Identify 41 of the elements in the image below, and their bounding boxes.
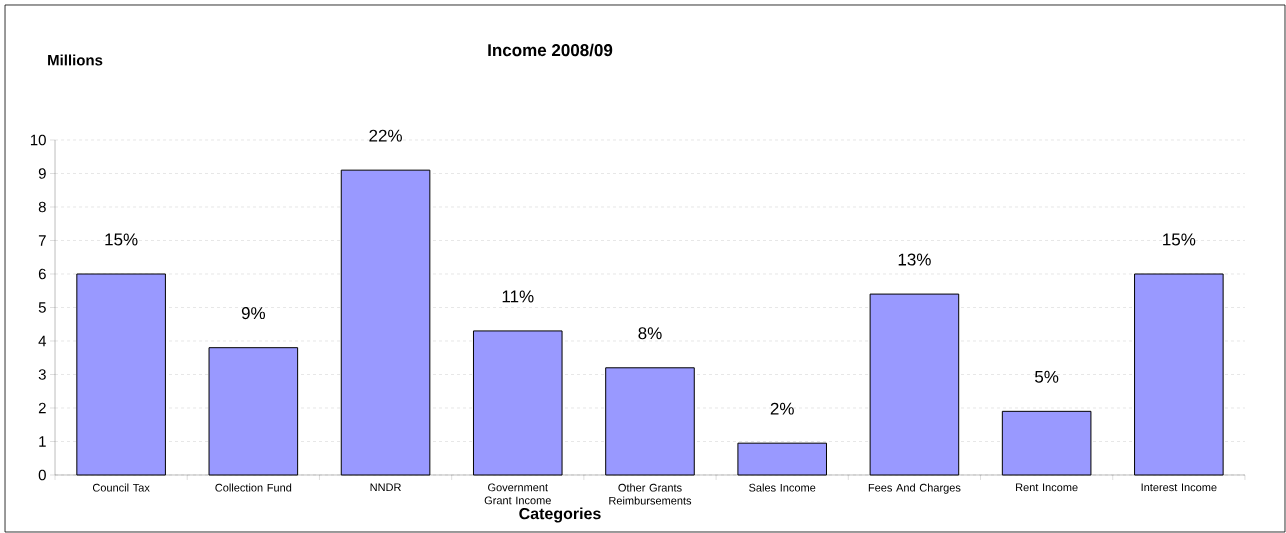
x-tick-label: Council Tax: [92, 483, 150, 492]
bar: [76, 273, 166, 476]
annotation: 5%: [1035, 370, 1059, 383]
x-tick-label: Fees And Charges: [868, 483, 961, 494]
annotation: 2%: [770, 402, 794, 415]
bar: [1134, 273, 1224, 476]
annotation: 15%: [1163, 233, 1196, 246]
y-tick-label: 1: [39, 436, 46, 447]
annotation: 11%: [502, 290, 534, 303]
y-axis-title: Millions: [48, 54, 103, 66]
y-tick-label: 8: [38, 201, 46, 213]
x-tick-label: NNDR: [370, 483, 401, 492]
x-tick-label: Collection Fund: [215, 483, 292, 492]
annotation: 15%: [105, 233, 138, 246]
bar: [737, 442, 827, 476]
y-tick-label: 7: [38, 235, 46, 246]
chart-title: Income 2008/09: [488, 43, 613, 57]
y-tick-label: 2: [38, 402, 46, 414]
bar: [340, 169, 431, 476]
y-tick-label: 6: [38, 268, 46, 280]
y-tick-label: 0: [38, 469, 46, 481]
annotation: 22%: [369, 129, 402, 142]
x-tick-label: Government Grant Income: [484, 483, 551, 505]
bar: [869, 293, 960, 476]
bar: [1001, 410, 1092, 476]
y-tick-label: 4: [38, 335, 47, 347]
bar: [472, 330, 563, 476]
x-tick-label: Rent Income: [1016, 483, 1078, 492]
annotation: 8%: [638, 327, 662, 340]
x-axis-title: Categories: [519, 507, 601, 523]
annotation: 9%: [241, 307, 266, 320]
bar: [208, 347, 299, 476]
y-tick-label: 9: [38, 168, 46, 179]
y-tick-label: 10: [30, 134, 46, 146]
annotation: 13%: [898, 253, 931, 266]
x-tick-label: Interest Income: [1141, 483, 1217, 492]
y-tick-label: 5: [38, 302, 46, 313]
bar: [605, 367, 695, 476]
y-tick-label: 3: [38, 369, 46, 380]
x-tick-label: Other Grants Reimbursements: [609, 483, 692, 505]
x-tick-label: Sales Income: [749, 483, 816, 492]
